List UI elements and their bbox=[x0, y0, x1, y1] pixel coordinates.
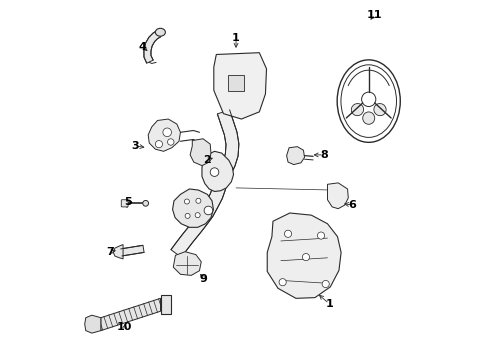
Text: 3: 3 bbox=[132, 141, 140, 151]
Text: 10: 10 bbox=[117, 322, 133, 332]
Circle shape bbox=[210, 168, 219, 176]
Circle shape bbox=[185, 213, 190, 219]
Polygon shape bbox=[173, 252, 201, 275]
Polygon shape bbox=[228, 75, 244, 91]
Polygon shape bbox=[121, 245, 144, 256]
Circle shape bbox=[302, 253, 310, 261]
Circle shape bbox=[196, 198, 201, 203]
Text: 11: 11 bbox=[367, 10, 382, 20]
Text: 1: 1 bbox=[232, 33, 240, 43]
Ellipse shape bbox=[155, 28, 166, 36]
Text: 5: 5 bbox=[124, 197, 132, 207]
Polygon shape bbox=[148, 119, 180, 151]
Text: 9: 9 bbox=[200, 274, 208, 284]
Text: 6: 6 bbox=[349, 200, 357, 210]
Text: 1: 1 bbox=[325, 299, 333, 309]
Text: 2: 2 bbox=[203, 155, 211, 165]
Polygon shape bbox=[113, 244, 123, 259]
Polygon shape bbox=[267, 213, 341, 298]
Ellipse shape bbox=[374, 104, 386, 116]
Circle shape bbox=[318, 232, 324, 239]
Polygon shape bbox=[171, 110, 239, 257]
Polygon shape bbox=[327, 183, 348, 209]
Polygon shape bbox=[101, 298, 161, 330]
Ellipse shape bbox=[351, 104, 364, 116]
Polygon shape bbox=[85, 315, 101, 333]
Polygon shape bbox=[287, 147, 304, 165]
Circle shape bbox=[143, 201, 148, 206]
Circle shape bbox=[163, 128, 172, 136]
Circle shape bbox=[195, 213, 200, 218]
Circle shape bbox=[155, 140, 163, 148]
Circle shape bbox=[285, 230, 292, 237]
Polygon shape bbox=[202, 151, 234, 192]
Polygon shape bbox=[144, 31, 161, 63]
Circle shape bbox=[322, 280, 329, 288]
Ellipse shape bbox=[341, 65, 396, 138]
Ellipse shape bbox=[363, 112, 375, 124]
Polygon shape bbox=[214, 53, 267, 119]
Text: 4: 4 bbox=[139, 42, 147, 52]
Ellipse shape bbox=[337, 60, 400, 142]
Polygon shape bbox=[161, 295, 171, 314]
Polygon shape bbox=[190, 139, 211, 166]
Text: 7: 7 bbox=[107, 247, 114, 257]
Circle shape bbox=[168, 139, 174, 145]
Text: 8: 8 bbox=[320, 150, 328, 160]
Polygon shape bbox=[172, 189, 214, 227]
FancyBboxPatch shape bbox=[122, 200, 128, 207]
Circle shape bbox=[204, 206, 213, 215]
Circle shape bbox=[184, 199, 190, 204]
Ellipse shape bbox=[362, 92, 376, 107]
Circle shape bbox=[279, 279, 286, 286]
